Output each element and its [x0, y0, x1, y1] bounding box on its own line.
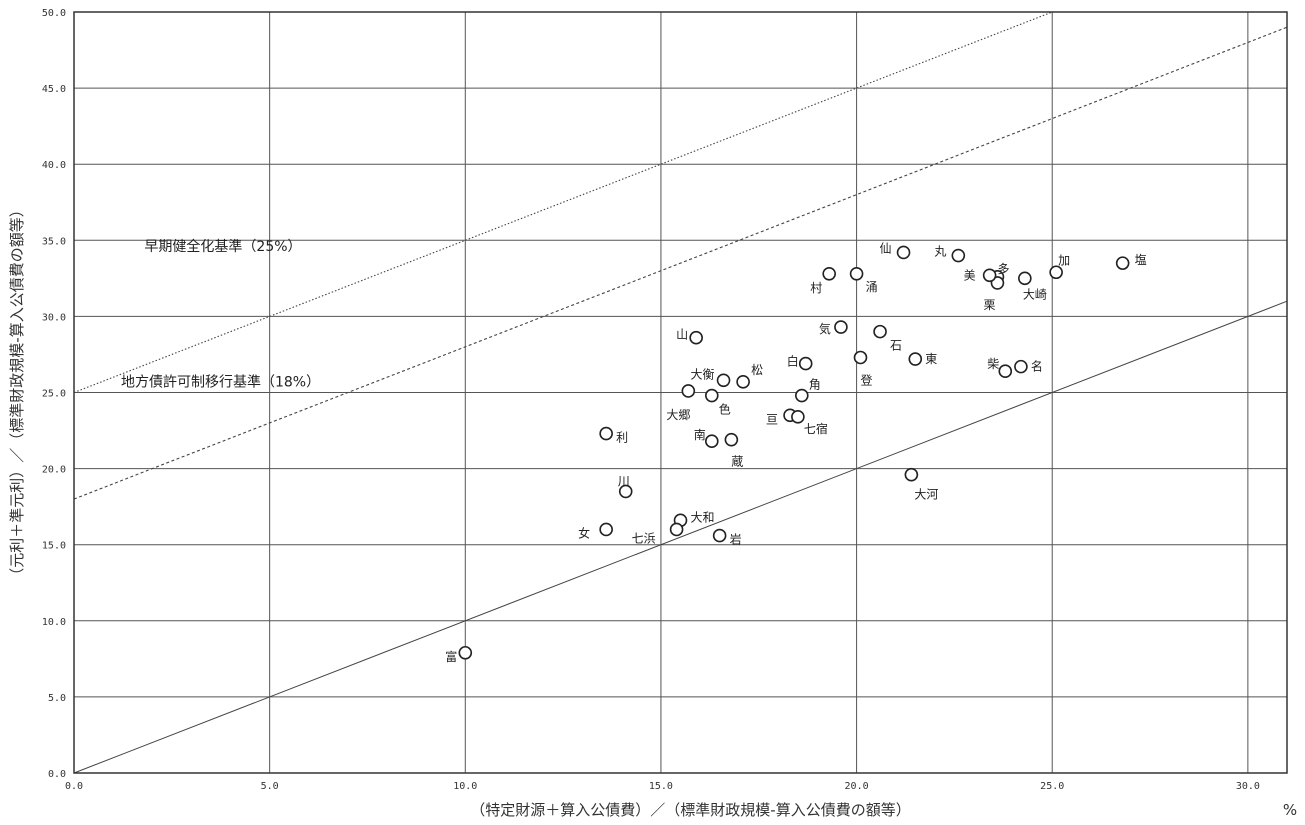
- data-point-label: 多: [997, 262, 1009, 276]
- data-point: [1115, 256, 1130, 270]
- y-tick-label: 20.0: [42, 465, 66, 476]
- plot-border: [73, 11, 1288, 774]
- data-point: [794, 388, 809, 403]
- data-point-label: 登: [860, 372, 872, 387]
- data-point: [599, 522, 613, 537]
- y-tick-label: 5.0: [48, 693, 66, 704]
- data-point: [618, 484, 633, 499]
- data-point: [716, 373, 731, 388]
- data-point-label: 松: [751, 363, 763, 377]
- data-point-label: 蔵: [731, 455, 743, 469]
- data-point: [689, 330, 703, 345]
- data-point-label: 角: [809, 378, 821, 392]
- x-tick-label: 15.0: [649, 781, 673, 792]
- data-point-label: 石: [890, 339, 902, 353]
- data-point: [982, 268, 997, 283]
- reference-line-solid: [73, 300, 1288, 774]
- x-axis-ticks: 0.0 5.0 10.0 15.0 20.0 25.0 30.0: [65, 781, 1260, 792]
- data-point: [724, 432, 739, 447]
- data-point: [1018, 271, 1032, 286]
- data-point: [951, 248, 966, 263]
- y-tick-label: 0.0: [48, 769, 66, 780]
- data-point-label: 涌: [866, 280, 878, 294]
- data-point-label: 川: [618, 474, 630, 488]
- data-point: [896, 245, 911, 260]
- data-point-label: 大衡: [691, 367, 715, 381]
- reference-lines: [73, 11, 1288, 774]
- x-tick-label: 0.0: [65, 781, 83, 792]
- data-point-label: 七浜: [632, 531, 656, 545]
- data-point: [849, 266, 864, 281]
- data-point: [705, 434, 719, 449]
- data-point-label: 大和: [691, 510, 715, 524]
- data-point-label: 名: [1031, 359, 1043, 374]
- data-point: [798, 356, 813, 371]
- data-point: [712, 528, 727, 543]
- data-point: [681, 384, 696, 398]
- data-point-label: 利: [616, 431, 628, 445]
- data-point-label: 白: [787, 354, 799, 369]
- data-point: [599, 426, 613, 441]
- data-point-label: 栗: [983, 298, 995, 312]
- data-point-label: 岩: [730, 532, 742, 547]
- data-point: [998, 364, 1013, 378]
- data-point-label: 亘: [766, 412, 778, 426]
- data-point: [834, 320, 848, 334]
- reference-line-label: 地方債許可制移行基準（18%）: [121, 373, 320, 390]
- y-tick-label: 35.0: [42, 236, 66, 247]
- data-point-label: 大崎: [1023, 287, 1047, 301]
- y-tick-label: 50.0: [42, 8, 66, 19]
- data-point-label: 山: [676, 328, 688, 342]
- data-point: [669, 522, 684, 537]
- data-point-label: 女: [578, 525, 590, 540]
- reference-line-labels: 早期健全化基準（25%） 地方債許可制移行基準（18%）: [121, 238, 320, 390]
- reference-line-label: 早期健全化基準（25%）: [144, 238, 301, 255]
- x-tick-label: 5.0: [261, 781, 279, 792]
- data-point: [904, 467, 919, 482]
- x-axis-unit: %: [1283, 801, 1297, 819]
- data-point: [1014, 359, 1028, 374]
- data-point: [791, 410, 805, 424]
- data-point: [458, 645, 473, 660]
- data-point: [705, 388, 719, 403]
- data-point-label: 気: [819, 321, 831, 336]
- y-axis-ticks: 0.0 5.0 10.0 15.0 20.0 25.0 30.0 35.0 40.0 45.0 50…: [42, 8, 66, 780]
- data-point-label: 丸: [934, 245, 946, 259]
- data-point: [736, 375, 750, 389]
- data-point-label: 仙: [880, 241, 892, 255]
- data-point-label: 南: [694, 427, 706, 442]
- data-point-label: 大郷: [666, 408, 690, 422]
- y-axis-title: （元利＋準元利）／（標準財政規模-算入公債費の額等）: [8, 202, 26, 582]
- x-tick-label: 10.0: [453, 781, 477, 792]
- data-point-label: 色: [719, 403, 731, 417]
- y-tick-label: 30.0: [42, 312, 66, 323]
- x-tick-label: 20.0: [845, 781, 869, 792]
- data-point-label: 七宿: [804, 421, 828, 436]
- data-point-label: 柴: [987, 357, 999, 371]
- data-point-label: 大河: [914, 488, 938, 502]
- y-tick-label: 40.0: [42, 160, 66, 171]
- data-point-label: 東: [925, 352, 937, 366]
- data-point: [822, 266, 836, 281]
- x-axis-title: （特定財源＋算入公債費）／（標準財政規模-算入公債費の額等）: [470, 801, 910, 819]
- y-tick-label: 15.0: [42, 541, 66, 552]
- data-point-label: 富: [445, 649, 457, 664]
- data-point: [873, 324, 887, 339]
- y-tick-label: 45.0: [42, 84, 66, 95]
- data-point-label: 加: [1058, 253, 1070, 267]
- data-point-label: 村: [810, 281, 822, 295]
- y-tick-label: 25.0: [42, 389, 66, 400]
- y-tick-label: 10.0: [42, 617, 66, 628]
- data-point: [1049, 265, 1063, 280]
- x-tick-label: 30.0: [1236, 781, 1260, 792]
- data-point-label: 美: [964, 268, 976, 282]
- data-point: [853, 350, 868, 365]
- data-point: [908, 352, 923, 366]
- x-tick-label: 25.0: [1040, 781, 1064, 792]
- data-point-label: 塩: [1135, 252, 1147, 267]
- reference-line-dashed: [73, 26, 1288, 500]
